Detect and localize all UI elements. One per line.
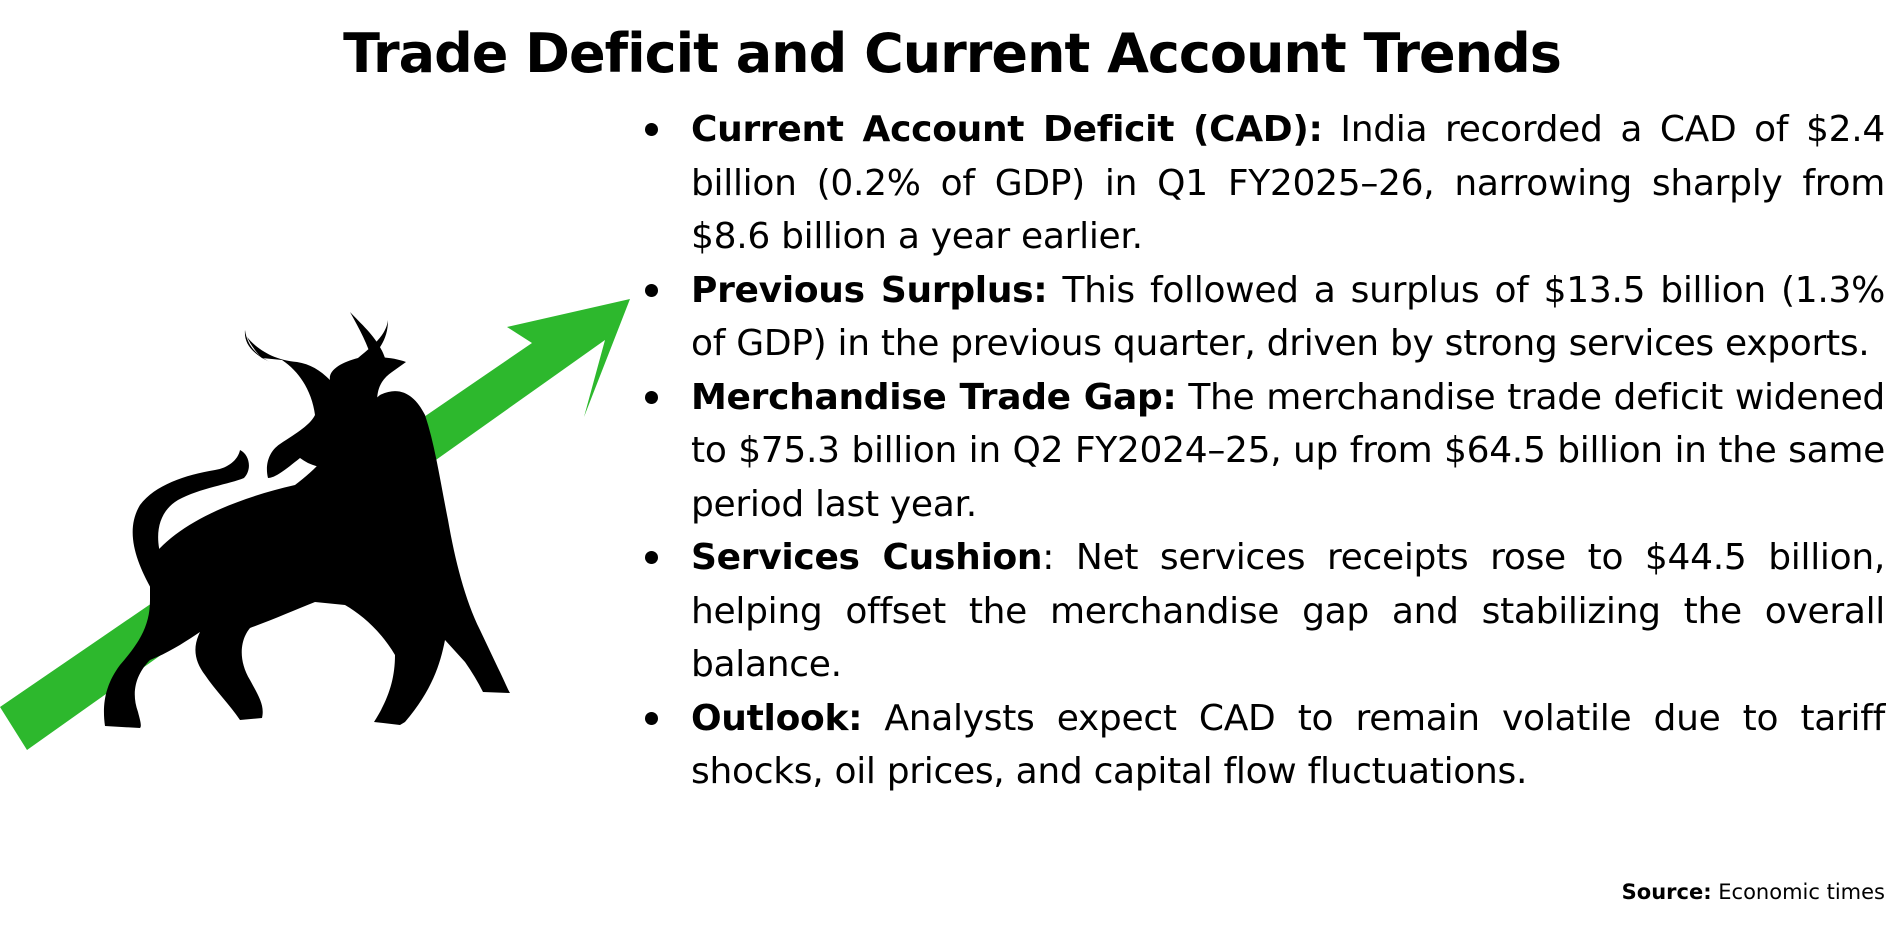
bull-market-illustration: [0, 290, 630, 760]
bullet-list: Current Account Deficit (CAD): India rec…: [645, 103, 1885, 799]
bullet-text: The merchandise trade deficit widened to…: [691, 376, 1885, 525]
bullet-item-current-account-deficit: Current Account Deficit (CAD): India rec…: [645, 103, 1885, 264]
bull-icon: [103, 312, 510, 728]
bullet-item-outlook: Outlook: Analysts expect CAD to remain v…: [645, 692, 1885, 799]
bullet-item-previous-surplus: Previous Surplus: This followed a surplu…: [645, 264, 1885, 371]
source-text: Economic times: [1711, 880, 1885, 904]
source-label: Source:: [1621, 880, 1712, 904]
bullet-dot-icon: [645, 551, 658, 564]
bullet-text: India recorded a CAD of $2.4 billion (0.…: [691, 109, 1885, 257]
bullet-dot-icon: [645, 283, 658, 297]
bullet-text: This followed a surplus of $13.5 billion…: [691, 269, 1885, 365]
bullet-term: Outlook:: [691, 697, 863, 739]
bullet-term: Current Account Deficit (CAD):: [691, 109, 1323, 150]
bullet-text: : Net services receipts rose to $44.5 bi…: [691, 537, 1885, 685]
bullet-item-services-cushion: Services Cushion: Net services receipts …: [645, 531, 1885, 692]
bullet-term: Merchandise Trade Gap:: [691, 376, 1177, 418]
bullet-dot-icon: [645, 123, 658, 136]
bullet-term: Services Cushion: [691, 537, 1043, 578]
bullet-term: Previous Surplus:: [691, 269, 1048, 311]
bullet-dot-icon: [645, 390, 658, 404]
bullet-dot-icon: [645, 711, 658, 725]
bullet-text: Analysts expect CAD to remain volatile d…: [691, 697, 1885, 793]
source-citation: Source: Economic times: [1622, 878, 1885, 906]
page-title: Trade Deficit and Current Account Trends: [343, 22, 1562, 85]
bullet-item-merchandise-trade-gap: Merchandise Trade Gap: The merchandise t…: [645, 371, 1885, 532]
